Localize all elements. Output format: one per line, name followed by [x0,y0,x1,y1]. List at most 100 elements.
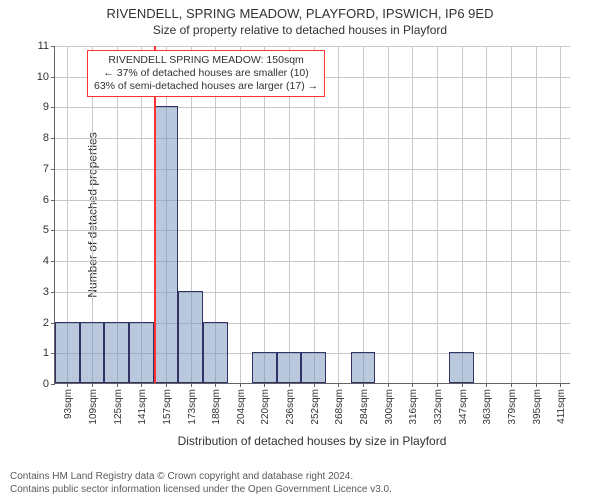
gridline-v [560,46,561,383]
gridline-h [55,107,570,108]
x-tick-label: 236sqm [285,389,296,425]
x-tick-mark [462,383,463,387]
annotation-line3: 63% of semi-detached houses are larger (… [94,80,318,93]
gridline-h [55,138,570,139]
x-tick-label: 188sqm [211,389,222,425]
gridline-h [55,292,570,293]
histogram-bar [178,291,203,383]
y-tick-label: 5 [43,224,49,236]
x-tick-mark [264,383,265,387]
gridline-v [486,46,487,383]
y-tick-mark [51,230,55,231]
y-tick-mark [51,169,55,170]
x-tick-mark [412,383,413,387]
x-tick-mark [240,383,241,387]
gridline-v [437,46,438,383]
histogram-bar [351,352,376,383]
histogram-bar [252,352,277,383]
x-tick-mark [560,383,561,387]
x-tick-mark [486,383,487,387]
x-tick-mark [338,383,339,387]
y-tick-label: 0 [43,378,49,390]
x-tick-label: 284sqm [359,389,370,425]
x-tick-label: 220sqm [260,389,271,425]
gridline-h [55,261,570,262]
y-tick-mark [51,107,55,108]
chart-container: RIVENDELL, SPRING MEADOW, PLAYFORD, IPSW… [0,0,600,500]
x-tick-mark [437,383,438,387]
x-tick-label: 252sqm [310,389,321,425]
x-tick-label: 379sqm [507,389,518,425]
gridline-v [412,46,413,383]
footer-line1: Contains HM Land Registry data © Crown c… [10,470,392,483]
x-tick-label: 109sqm [88,389,99,425]
y-tick-label: 11 [38,40,49,52]
y-tick-mark [51,200,55,201]
x-tick-mark [141,383,142,387]
y-tick-mark [51,138,55,139]
gridline-v [338,46,339,383]
chart-title-line2: Size of property relative to detached ho… [0,21,600,41]
histogram-bar [104,322,129,383]
y-tick-label: 1 [43,347,49,359]
gridline-h [55,230,570,231]
x-tick-label: 363sqm [482,389,493,425]
annotation-line1: RIVENDELL SPRING MEADOW: 150sqm [94,54,318,67]
x-tick-mark [215,383,216,387]
x-tick-label: 300sqm [384,389,395,425]
y-tick-mark [51,46,55,47]
x-tick-mark [363,383,364,387]
histogram-bar [203,322,228,383]
x-tick-label: 316sqm [408,389,419,425]
x-tick-mark [536,383,537,387]
x-tick-label: 157sqm [162,389,173,425]
y-tick-label: 8 [43,132,49,144]
gridline-v [536,46,537,383]
histogram-bar [55,322,80,383]
x-tick-label: 332sqm [433,389,444,425]
y-tick-label: 2 [43,317,49,329]
histogram-bar [449,352,474,383]
x-tick-mark [314,383,315,387]
y-tick-label: 4 [43,255,49,267]
x-tick-label: 93sqm [63,389,74,419]
gridline-h [55,169,570,170]
x-tick-mark [388,383,389,387]
plot-area: 0123456789101193sqm109sqm125sqm141sqm157… [54,46,570,384]
histogram-bar [80,322,105,383]
gridline-h [55,200,570,201]
x-tick-label: 141sqm [137,389,148,425]
annotation-box: RIVENDELL SPRING MEADOW: 150sqm← 37% of … [87,50,325,97]
y-tick-label: 6 [43,194,49,206]
footer-line2: Contains public sector information licen… [10,483,392,496]
y-tick-label: 10 [37,71,49,83]
x-tick-mark [92,383,93,387]
y-tick-mark [51,384,55,385]
y-tick-mark [51,292,55,293]
y-tick-mark [51,261,55,262]
histogram-bar [129,322,154,383]
x-tick-label: 347sqm [458,389,469,425]
histogram-bar [154,106,179,383]
x-tick-label: 395sqm [532,389,543,425]
y-tick-label: 9 [43,101,49,113]
gridline-v [388,46,389,383]
annotation-line2: ← 37% of detached houses are smaller (10… [94,67,318,80]
y-tick-mark [51,77,55,78]
x-tick-mark [289,383,290,387]
y-tick-label: 3 [43,286,49,298]
x-tick-label: 268sqm [334,389,345,425]
x-tick-label: 204sqm [236,389,247,425]
y-tick-label: 7 [43,163,49,175]
x-tick-label: 125sqm [113,389,124,425]
x-tick-mark [166,383,167,387]
histogram-bar [277,352,302,383]
x-axis-label: Distribution of detached houses by size … [54,434,570,448]
gridline-v [363,46,364,383]
x-tick-label: 173sqm [187,389,198,425]
gridline-h [55,46,570,47]
gridline-v [462,46,463,383]
x-tick-mark [117,383,118,387]
gridline-v [511,46,512,383]
x-tick-mark [191,383,192,387]
